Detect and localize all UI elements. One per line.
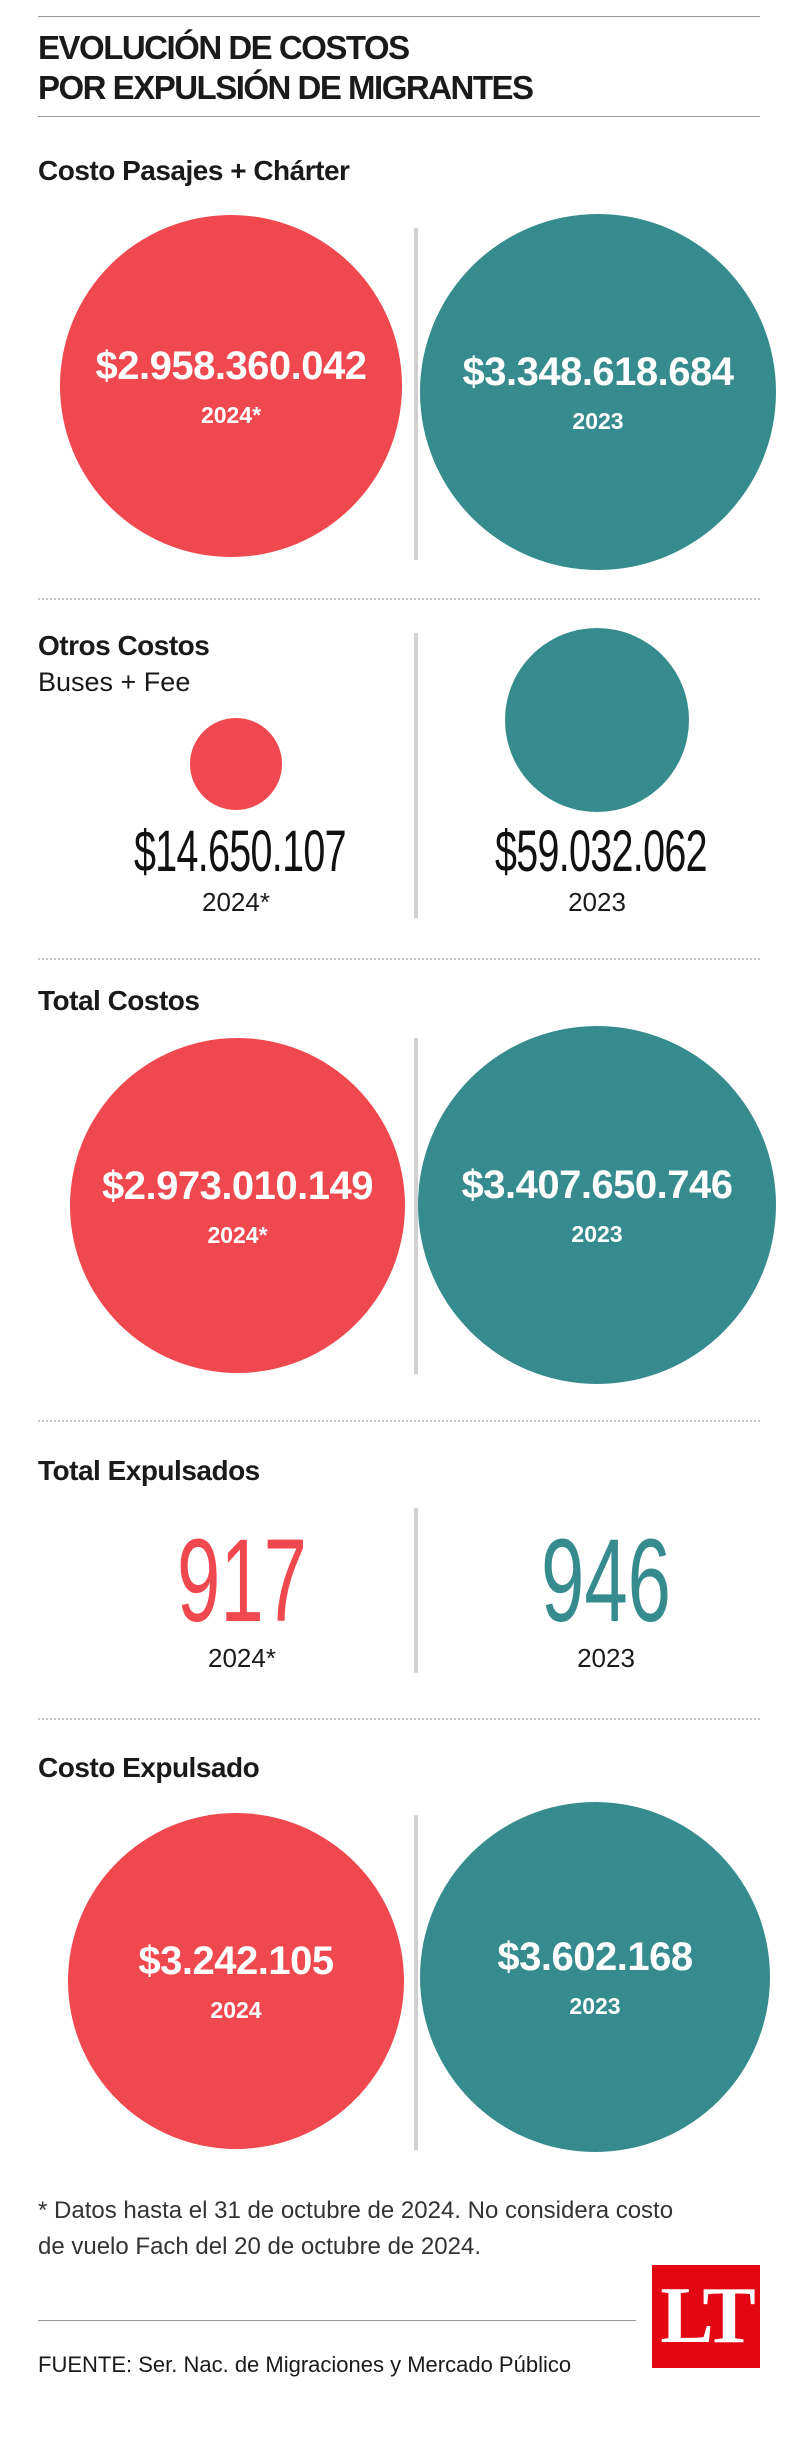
year-label: 2023: [572, 408, 624, 434]
title-line-1: EVOLUCIÓN DE COSTOS: [38, 29, 410, 66]
section-title-total-expulsados: Total Expulsados: [38, 1455, 260, 1486]
bubble-pasajes-2023: $3.348.618.684 2023: [420, 214, 776, 570]
year-expulsados-2024: 2024*: [208, 1643, 276, 1673]
value-label: $2.958.360.042: [95, 344, 367, 388]
section-title-total-costos: Total Costos: [38, 985, 200, 1016]
value-label: $3.602.168: [497, 1935, 693, 1979]
divider: [414, 1508, 418, 1673]
section-separator: [38, 1420, 760, 1422]
year-label: 2024: [210, 1997, 262, 2023]
divider: [414, 1038, 418, 1374]
bubble-otros-2024: [190, 718, 282, 810]
bubble-total-2023: $3.407.650.746 2023: [418, 1026, 776, 1384]
divider: [414, 1815, 418, 2150]
year-otros-2024: 2024*: [202, 887, 270, 917]
section-title-pasajes: Costo Pasajes + Chárter: [38, 155, 350, 186]
number-expulsados-2024: 917: [177, 1515, 307, 1647]
source-credit: FUENTE: Ser. Nac. de Migraciones y Merca…: [38, 2352, 572, 2377]
section-separator: [38, 598, 760, 600]
section-separator: [38, 1718, 760, 1720]
section-title-otros: Otros Costos: [38, 630, 210, 661]
section-title-costo-expulsado: Costo Expulsado: [38, 1752, 260, 1783]
year-expulsados-2023: 2023: [577, 1643, 635, 1673]
year-otros-2023: 2023: [568, 887, 626, 917]
bubble-costo-expulsado-2024: $3.242.105 2024: [68, 1813, 404, 2149]
section-separator: [38, 958, 760, 960]
value-otros-2023: $59.032.062: [495, 819, 708, 884]
number-expulsados-2023: 946: [541, 1515, 671, 1647]
bubble-otros-2023: [505, 628, 689, 812]
page-title: EVOLUCIÓN DE COSTOS POR EXPULSIÓN DE MIG…: [38, 28, 534, 108]
section-subtitle-otros: Buses + Fee: [38, 667, 191, 697]
value-label: $3.348.618.684: [462, 350, 734, 394]
footer-rule: [38, 2320, 636, 2321]
value-label: $3.407.650.746: [461, 1163, 733, 1207]
bubble-total-2024: $2.973.010.149 2024*: [70, 1038, 405, 1373]
bubble-costo-expulsado-2023: $3.602.168 2023: [420, 1802, 770, 2152]
la-tercera-logo-icon: LT: [652, 2265, 760, 2368]
divider: [414, 228, 418, 560]
footnote: * Datos hasta el 31 de octubre de 2024. …: [38, 2197, 674, 2260]
top-rule: [38, 16, 760, 17]
title-rule: [38, 116, 760, 117]
year-label: 2023: [571, 1221, 623, 1247]
bubble-pasajes-2024: $2.958.360.042 2024*: [60, 215, 402, 557]
year-label: 2023: [569, 1993, 621, 2019]
value-otros-2024: $14.650.107: [134, 819, 347, 884]
title-line-2: POR EXPULSIÓN DE MIGRANTES: [38, 69, 534, 106]
value-label: $2.973.010.149: [101, 1163, 374, 1208]
year-label: 2024*: [207, 1221, 268, 1248]
divider: [414, 633, 418, 918]
value-label: $3.242.105: [138, 1939, 334, 1983]
year-label: 2024*: [200, 402, 262, 428]
